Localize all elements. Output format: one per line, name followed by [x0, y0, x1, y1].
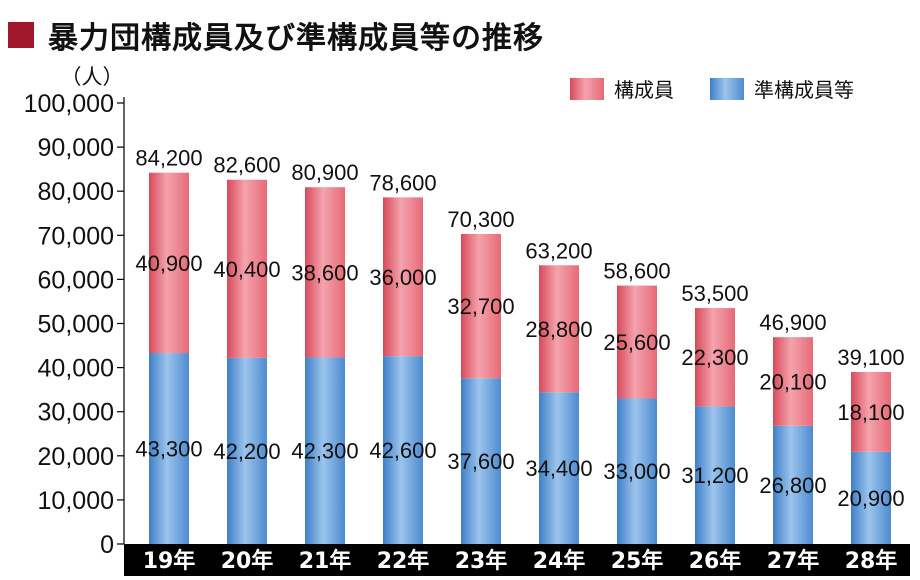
bar-member: [305, 187, 345, 358]
y-tick-label: 80,000: [38, 178, 114, 206]
bar-member-label: 22,300: [681, 345, 748, 370]
y-tick-label: 100,000: [24, 90, 114, 118]
bar-member: [461, 233, 501, 379]
y-axis-unit: （人）: [61, 65, 124, 89]
x-tick-label: 20年: [221, 548, 274, 574]
bar-associate-label: 37,600: [447, 449, 514, 474]
title-marker-icon: [8, 22, 34, 48]
bar-member-label: 40,400: [213, 257, 280, 282]
bar-total-label: 63,200: [525, 238, 592, 263]
bar-associate: [851, 451, 891, 544]
bar-associate: [773, 425, 813, 544]
bar-associate: [461, 378, 501, 544]
x-tick-label: 22年: [377, 548, 430, 574]
bar-member-label: 25,600: [603, 330, 670, 355]
bar-member: [695, 308, 735, 407]
bar-total-label: 58,600: [603, 259, 670, 284]
y-tick-label: 90,000: [38, 134, 114, 162]
bar-total-label: 78,600: [369, 170, 436, 195]
x-tick-label: 23年: [455, 548, 508, 574]
bar-total-label: 70,300: [447, 207, 514, 232]
bar-associate: [617, 398, 657, 544]
bar-member: [539, 265, 579, 393]
bar-member: [851, 372, 891, 452]
bar-associate: [227, 357, 267, 544]
bar-member-label: 20,100: [759, 369, 826, 394]
bar-associate-label: 33,000: [603, 459, 670, 484]
bar-total-label: 82,600: [213, 153, 280, 178]
legend-swatch-associate: [710, 77, 744, 100]
bar-associate: [305, 357, 345, 544]
bar-member-label: 38,600: [291, 260, 358, 285]
legend-swatch-member: [570, 77, 604, 100]
x-tick-label: 28年: [845, 548, 898, 574]
chart-title-block: 暴力団構成員及び準構成員等の推移: [8, 16, 544, 56]
bar-total-label: 80,900: [291, 160, 358, 185]
bar-total-label: 84,200: [135, 146, 202, 171]
y-tick-label: 60,000: [38, 266, 114, 294]
y-tick-label: 40,000: [38, 355, 114, 383]
bar-member-label: 32,700: [447, 294, 514, 319]
bar-associate-label: 34,400: [525, 456, 592, 481]
y-tick-label: 10,000: [38, 487, 114, 515]
bar-member-label: 40,900: [135, 251, 202, 276]
x-axis-band: [124, 544, 910, 576]
y-tick-label: 30,000: [38, 399, 114, 427]
y-tick-label: 20,000: [38, 443, 114, 471]
bar-associate: [149, 353, 189, 544]
bar-associate: [539, 392, 579, 544]
y-tick-label: 50,000: [38, 311, 114, 339]
legend-label-member: 構成員: [614, 78, 674, 102]
bar-associate-label: 42,600: [369, 438, 436, 463]
bar-member-label: 18,100: [837, 400, 904, 425]
x-tick-label: 27年: [767, 548, 820, 574]
bar-member: [773, 337, 813, 426]
bar-associate-label: 42,200: [213, 439, 280, 464]
bar-member: [617, 285, 657, 399]
bar-total-label: 53,500: [681, 281, 748, 306]
bar-total-label: 46,900: [759, 310, 826, 335]
legend-label-associate: 準構成員等: [754, 78, 854, 102]
bar-associate-label: 42,300: [291, 439, 358, 464]
bar-member: [149, 172, 189, 354]
bar-member: [383, 197, 423, 357]
bar-member-label: 36,000: [369, 265, 436, 290]
bar-associate-label: 26,800: [759, 473, 826, 498]
x-tick-label: 19年: [143, 548, 196, 574]
bar-associate-label: 31,200: [681, 463, 748, 488]
bar-associate: [695, 406, 735, 544]
bar-total-label: 39,100: [837, 345, 904, 370]
legend: 構成員 準構成員等: [570, 74, 854, 103]
y-tick-label: 70,000: [38, 222, 114, 250]
bar-member-label: 28,800: [525, 317, 592, 342]
x-tick-label: 21年: [299, 548, 352, 574]
chart-title: 暴力団構成員及び準構成員等の推移: [48, 21, 544, 56]
bar-associate: [383, 356, 423, 544]
y-tick-label: 0: [100, 531, 114, 559]
bar-associate-label: 43,300: [135, 437, 202, 462]
x-tick-label: 24年: [533, 548, 586, 574]
x-tick-label: 25年: [611, 548, 664, 574]
x-tick-label: 26年: [689, 548, 742, 574]
bar-associate-label: 20,900: [837, 486, 904, 511]
bar-member: [227, 179, 267, 358]
